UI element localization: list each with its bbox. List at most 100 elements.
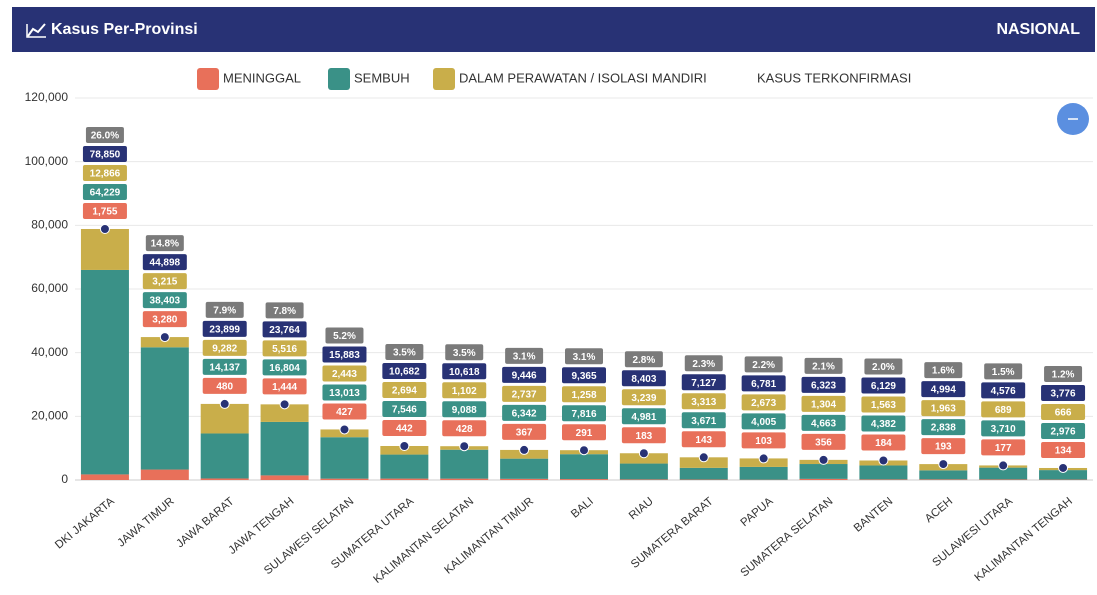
x-tick-label: KALIMANTAN SELATAN: [371, 495, 476, 586]
value-label-bg: [562, 405, 606, 422]
value-label-bg: [681, 431, 726, 448]
value-label: 4,005: [751, 417, 776, 428]
chart-icon: [27, 23, 46, 37]
value-label: 1.6%: [932, 366, 955, 377]
value-label: 1,444: [272, 382, 297, 393]
value-label: 3,313: [691, 397, 716, 408]
value-label-bg: [142, 273, 187, 290]
bar-segment: [320, 437, 369, 479]
value-label-bg: [202, 339, 247, 356]
value-label-bg: [864, 358, 903, 375]
confirmed-point: [339, 424, 350, 435]
value-label-bg: [921, 419, 966, 436]
value-label: 2.2%: [752, 360, 775, 371]
value-label-bg: [262, 359, 307, 376]
value-label: 8,403: [631, 374, 656, 385]
y-tick-label: 60,000: [31, 281, 68, 295]
value-label: 1.5%: [992, 367, 1015, 378]
y-tick-label: 0: [61, 472, 68, 486]
value-label: 2,838: [931, 423, 956, 434]
value-label-bg: [382, 362, 427, 379]
value-label: 6,342: [512, 409, 537, 420]
value-label: 4,981: [631, 412, 656, 423]
value-label-bg: [262, 378, 307, 395]
bar-segment: [799, 478, 848, 480]
value-label-bg: [82, 202, 127, 219]
y-tick-label: 20,000: [31, 409, 68, 423]
x-tick-label: ACEH: [923, 495, 955, 525]
confirmed-point: [1058, 462, 1069, 473]
value-label: 13,013: [329, 388, 360, 399]
value-label-bg: [502, 404, 547, 421]
bar-segment: [200, 478, 249, 480]
value-label-bg: [924, 362, 963, 379]
value-label: 6,129: [871, 381, 896, 392]
value-label: 2,976: [1051, 427, 1076, 438]
value-label-bg: [202, 358, 247, 375]
confirmed-point: [279, 399, 290, 410]
value-label: 7.8%: [273, 306, 296, 317]
value-label: 16,804: [269, 363, 300, 374]
value-label-bg: [801, 395, 846, 412]
confirmed-point: [758, 453, 769, 464]
x-tick-label: BALI: [569, 495, 596, 520]
confirmed-point: [399, 440, 410, 451]
bar-segment: [679, 467, 728, 480]
value-label: 2,737: [512, 390, 537, 401]
value-label-bg: [202, 377, 247, 394]
confirmed-point: [818, 454, 829, 465]
header-bar: [12, 7, 1095, 52]
value-label-bg: [801, 414, 846, 431]
value-label: 689: [995, 405, 1012, 416]
value-label: 3.5%: [453, 348, 476, 359]
bar-segment: [859, 479, 908, 480]
value-label-bg: [681, 393, 726, 410]
value-label: 4,994: [931, 385, 956, 396]
value-label-bg: [142, 254, 187, 271]
value-label: 10,682: [389, 367, 420, 378]
value-label-bg: [921, 381, 966, 398]
value-label: 78,850: [90, 150, 121, 161]
collapse-button[interactable]: [1057, 103, 1089, 135]
confirmed-point: [159, 332, 170, 343]
chart-icon-axes: [26, 24, 46, 38]
bar-segment: [80, 474, 129, 480]
value-label-bg: [621, 389, 666, 406]
value-label-bg: [82, 164, 127, 181]
legend-label: DALAM PERAWATAN / ISOLASI MANDIRI: [459, 70, 707, 85]
bar-segment: [320, 478, 369, 480]
legend-swatch: [433, 68, 455, 90]
x-tick-label: DKI JAKARTA: [53, 495, 117, 551]
value-label-bg: [322, 365, 367, 382]
value-label-bg: [322, 346, 367, 363]
value-label-bg: [502, 423, 547, 440]
bar-segment: [560, 454, 608, 480]
value-label: 10,618: [449, 367, 480, 378]
value-label: 3,671: [691, 416, 716, 427]
value-label: 1,563: [871, 400, 896, 411]
bar-segment: [260, 404, 309, 422]
bar-segment: [260, 421, 309, 476]
value-label: 7,546: [392, 405, 417, 416]
bar-segment: [560, 479, 608, 480]
value-label: 4,382: [871, 419, 896, 430]
confirmed-point: [219, 398, 230, 409]
value-label: 12,866: [90, 169, 121, 180]
header-scope[interactable]: NASIONAL: [996, 21, 1080, 38]
value-label-bg: [624, 351, 663, 368]
value-label-bg: [325, 327, 364, 344]
value-label: 428: [456, 424, 473, 435]
value-label: 2,694: [392, 386, 417, 397]
value-label-bg: [85, 126, 124, 143]
value-label: 143: [695, 435, 712, 446]
bar-segment: [979, 467, 1028, 480]
value-label: 14.8%: [151, 239, 179, 250]
value-label: 183: [636, 431, 653, 442]
y-tick-label: 40,000: [31, 345, 68, 359]
value-label: 184: [875, 438, 892, 449]
legend-label: SEMBUH: [354, 70, 410, 85]
value-label: 3,776: [1051, 389, 1076, 400]
bar-segment: [140, 337, 189, 348]
value-label-bg: [502, 366, 547, 383]
